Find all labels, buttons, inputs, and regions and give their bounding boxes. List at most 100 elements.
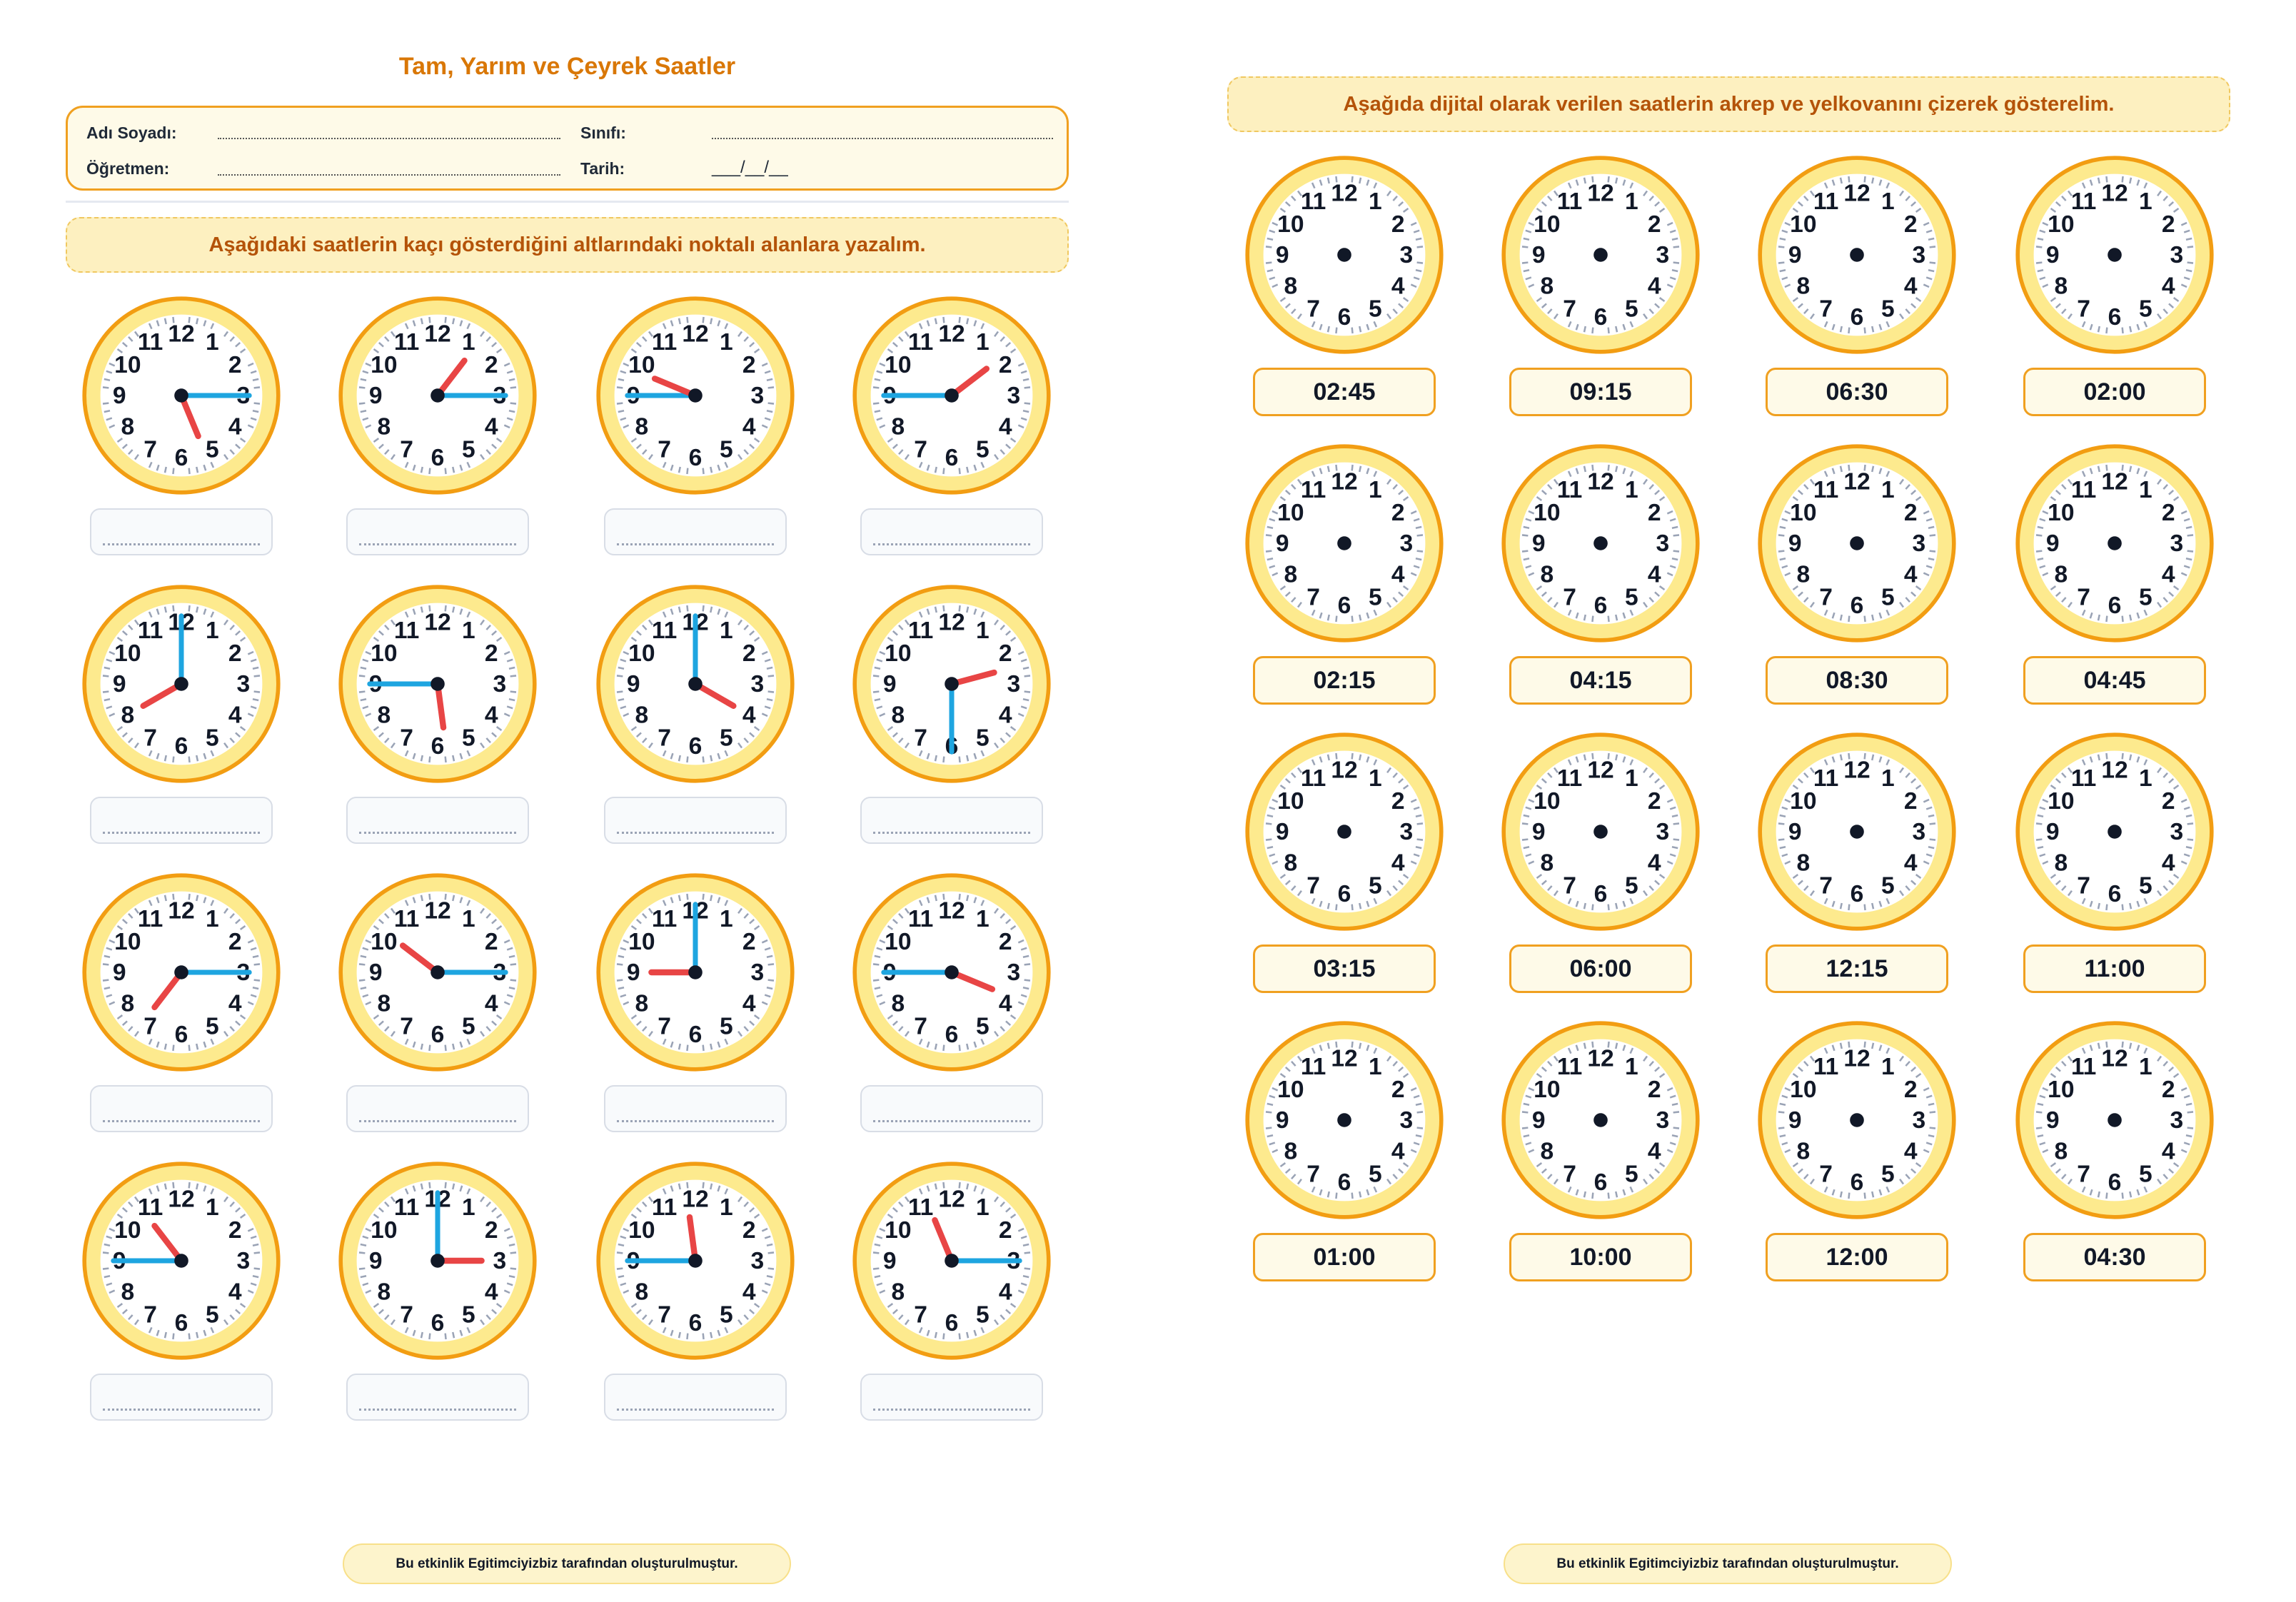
minute-tick xyxy=(2037,237,2044,241)
minute-tick xyxy=(2143,470,2148,478)
minute-tick xyxy=(1402,495,1409,501)
minute-tick xyxy=(495,925,503,930)
minute-tick xyxy=(1359,465,1362,473)
minute-tick xyxy=(743,449,749,455)
minute-tick xyxy=(648,1196,653,1203)
minute-tick xyxy=(904,619,910,626)
minute-tick xyxy=(620,1282,627,1286)
answer-field[interactable] xyxy=(604,1085,787,1132)
minute-tick xyxy=(1567,321,1572,328)
minute-tick xyxy=(384,1314,390,1321)
minute-tick xyxy=(1792,784,1799,790)
minute-tick xyxy=(1567,1047,1572,1054)
dial-number: 7 xyxy=(1306,296,1320,322)
minute-tick xyxy=(2067,601,2073,608)
class-field[interactable] xyxy=(712,138,1053,139)
minute-tick xyxy=(2168,591,2175,597)
dotted-line xyxy=(873,1409,1030,1411)
minute-tick xyxy=(1839,902,1843,910)
date-field[interactable]: ___/__/__ xyxy=(712,158,788,177)
minute-tick xyxy=(235,342,241,348)
minute-tick xyxy=(480,1196,485,1203)
minute-tick xyxy=(1658,495,1666,501)
answer-field[interactable] xyxy=(346,797,529,844)
answer-field[interactable] xyxy=(90,797,273,844)
minute-tick xyxy=(1392,308,1398,315)
minute-tick xyxy=(1017,362,1024,367)
name-field[interactable] xyxy=(218,138,560,139)
minute-tick xyxy=(1925,229,1933,233)
minute-tick xyxy=(642,624,648,630)
minute-tick xyxy=(1671,1134,1678,1138)
minute-tick xyxy=(887,1213,894,1219)
answer-field[interactable] xyxy=(346,1374,529,1421)
minute-tick xyxy=(743,737,749,744)
minute-tick xyxy=(106,658,113,663)
minute-tick xyxy=(235,732,241,737)
clock-center-dot xyxy=(1337,825,1351,839)
minute-tick xyxy=(1296,478,1302,485)
answer-field[interactable] xyxy=(346,508,529,555)
minute-tick xyxy=(1009,726,1017,732)
minute-tick xyxy=(1398,490,1404,495)
minute-tick xyxy=(495,438,503,443)
minute-tick xyxy=(1413,229,1420,233)
minute-tick xyxy=(506,370,513,374)
clock-center-dot xyxy=(2108,825,2122,839)
minute-tick xyxy=(1005,443,1012,449)
minute-tick xyxy=(892,342,898,348)
minute-tick xyxy=(247,650,254,655)
minute-tick xyxy=(163,895,167,902)
minute-tick xyxy=(648,907,653,915)
minute-tick xyxy=(1359,902,1362,910)
answer-field[interactable] xyxy=(604,508,787,555)
minute-tick xyxy=(1871,326,1875,333)
minute-tick xyxy=(1622,900,1626,907)
dial-number: 6 xyxy=(175,1310,188,1336)
minute-tick xyxy=(1553,890,1559,897)
dial-number: 11 xyxy=(908,329,934,356)
minute-tick xyxy=(1267,814,1274,817)
dial-number: 7 xyxy=(914,1301,927,1328)
minute-tick xyxy=(104,666,111,670)
minute-tick xyxy=(892,919,898,925)
digital-time-label: 11:00 xyxy=(2023,944,2206,993)
minute-tick xyxy=(1797,303,1803,308)
minute-tick xyxy=(360,1275,367,1279)
minute-tick xyxy=(1373,321,1378,328)
minute-tick xyxy=(106,1282,113,1286)
minute-tick xyxy=(724,323,729,330)
minute-tick xyxy=(1017,650,1024,655)
teacher-field[interactable] xyxy=(218,174,560,176)
minute-tick xyxy=(724,461,729,468)
dial-number: 2 xyxy=(1391,788,1405,815)
dial-number: 2 xyxy=(1648,1077,1661,1103)
dotted-line xyxy=(873,543,1030,545)
minute-tick xyxy=(203,1329,207,1336)
minute-tick xyxy=(630,1303,638,1309)
minute-tick xyxy=(156,752,160,760)
minute-tick xyxy=(918,900,923,907)
answer-field[interactable] xyxy=(90,508,273,555)
digital-time-label: 12:15 xyxy=(1766,944,1948,993)
answer-field[interactable] xyxy=(860,1374,1043,1421)
answer-field[interactable] xyxy=(604,1374,787,1421)
dial-number: 3 xyxy=(1399,530,1413,557)
dial-number: 4 xyxy=(999,991,1012,1017)
answer-field[interactable] xyxy=(860,797,1043,844)
answer-field[interactable] xyxy=(90,1374,273,1421)
answer-field[interactable] xyxy=(90,1085,273,1132)
answer-field[interactable] xyxy=(860,1085,1043,1132)
dial-number: 10 xyxy=(371,352,397,378)
answer-field[interactable] xyxy=(860,508,1043,555)
minute-tick xyxy=(1528,860,1535,865)
minute-tick xyxy=(148,1326,153,1334)
minute-tick xyxy=(1669,1094,1676,1099)
dial-number: 4 xyxy=(1904,562,1918,588)
minute-tick xyxy=(2050,585,2057,591)
minute-tick xyxy=(1311,1186,1316,1193)
answer-field[interactable] xyxy=(346,1085,529,1132)
answer-field[interactable] xyxy=(604,797,787,844)
minute-tick xyxy=(1536,874,1543,880)
